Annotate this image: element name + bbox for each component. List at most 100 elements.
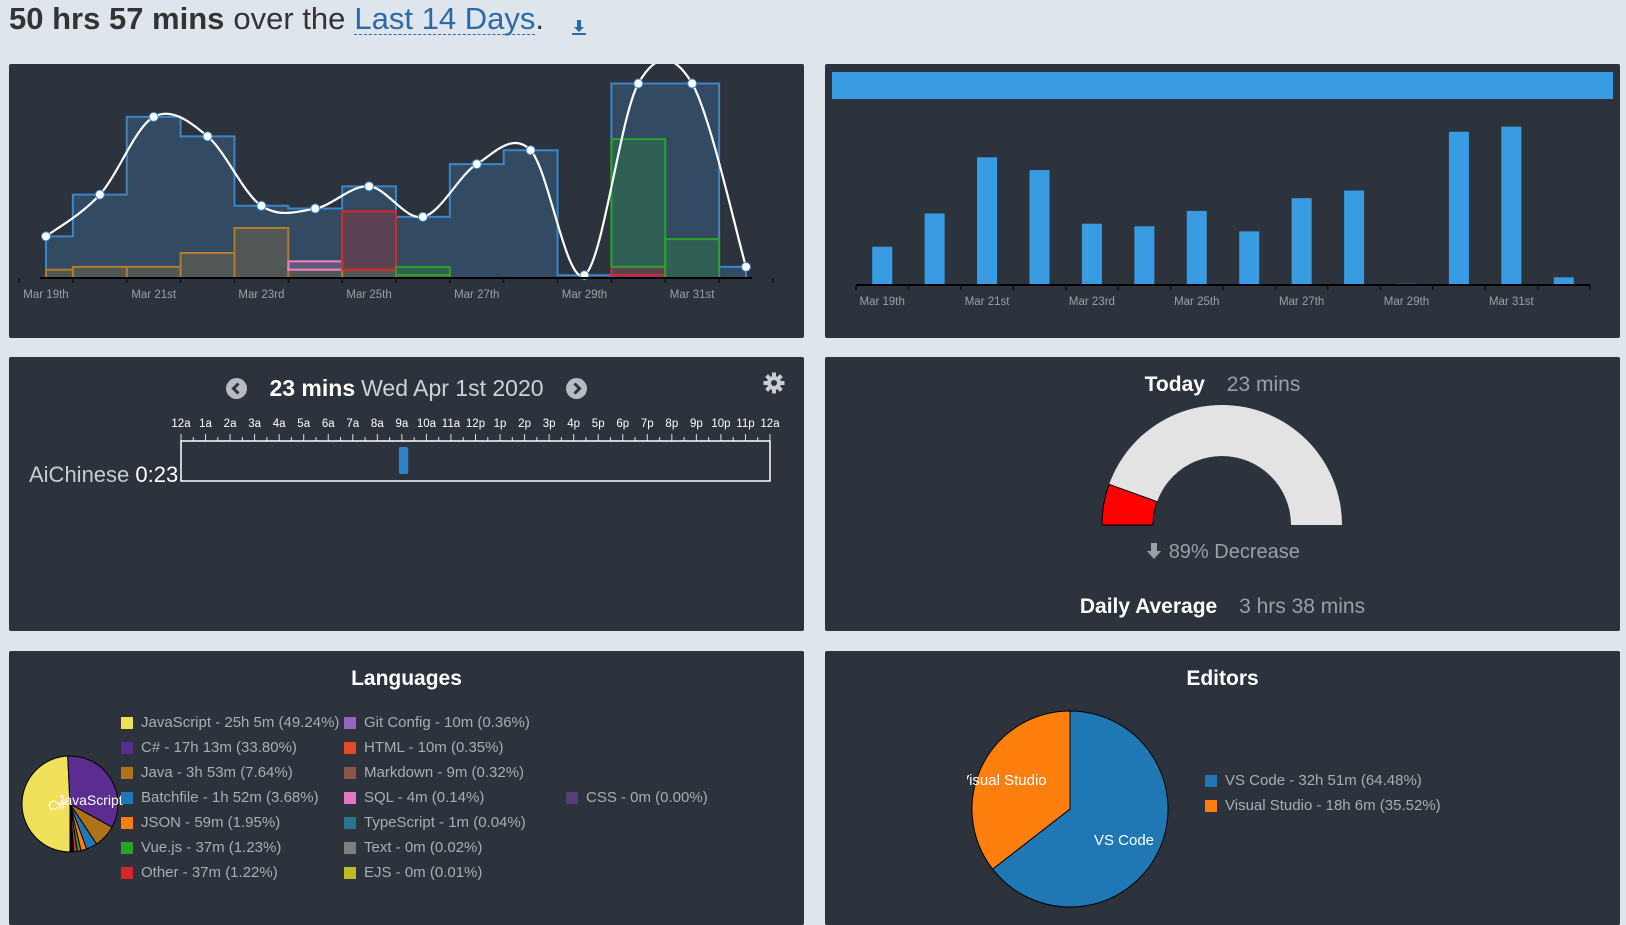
bar-mar-27th [1291,198,1312,285]
hour-label: 3p [543,418,556,430]
legend-label: Vue.js - 37m (1.23%) [141,839,282,856]
hour-label: 10a [417,418,437,430]
x-tick-label: Mar 23rd [238,289,284,301]
legend-item: JSON - 59m (1.95%) [121,810,339,835]
x-tick-label: Mar 21st [965,296,1011,308]
bar-mar-25th [1186,210,1207,285]
pie-label-vs-code: VS Code [1094,832,1154,849]
trend-point [525,145,536,156]
day-total: 23 mins [269,375,356,401]
legend-item: Text - 0m (0.02%) [344,835,530,860]
legend-swatch [121,791,133,804]
x-tick-label: Mar 31st [1489,296,1535,308]
hour-label: 8p [665,418,678,430]
languages-legend-col3: CSS - 0m (0.00%) [566,785,708,810]
trend-point [41,231,51,242]
pie-slice-visual-studio [971,710,1071,870]
bar-mar-28th [1344,190,1365,285]
x-tick-label: Mar 31st [670,289,716,301]
change-indicator: 89% Decrease [825,541,1620,564]
legend-label: HTML - 10m (0.35%) [364,739,504,756]
next-day-button[interactable] [565,378,587,399]
hour-label: 1p [494,418,507,430]
legend-swatch [121,741,133,754]
legend-swatch [344,866,356,879]
hour-label: 6a [322,418,335,430]
x-tick-label: Mar 27th [454,289,499,301]
legend-swatch [344,816,356,829]
today-panel: Today 23 mins 89% Decrease Daily Average… [825,357,1620,631]
x-tick-label: Mar 27th [1279,296,1324,308]
project-name: AiChinese [29,462,130,487]
legend-swatch [121,866,133,879]
daily-average-value: 3 hrs 38 mins [1239,595,1366,618]
hour-label: 2p [518,418,531,430]
legend-item: Java - 3h 53m (7.64%) [121,760,339,785]
gear-icon[interactable] [763,372,785,394]
today-gauge [1101,405,1342,526]
hour-label: 5a [297,418,310,430]
total-step-area [45,82,747,279]
legend-label: CSS - 0m (0.00%) [586,789,708,806]
prev-day-button[interactable] [226,378,248,399]
x-tick-label: Mar 19th [23,289,68,301]
legend-swatch [344,766,356,779]
day-timeline-chart: 12a 1a 2a 3a 4a 5a 6a 7a 8a 9a 10a 11a 12p 1p 2p 3p 4p 5p… [171,418,780,482]
header-middle-text: over the [233,1,346,36]
pie-slice-javascript [21,755,71,853]
bar-mar-30th [1448,131,1469,285]
bar-mar-23rd [1081,223,1102,285]
editors-pie[interactable]: VS Code Visual Studio [967,701,1187,921]
bar-mar-31st [1501,126,1522,286]
hour-label: 11p [736,418,754,430]
hour-label: 4a [273,418,286,430]
legend-label: Other - 37m (1.22%) [141,864,278,881]
trend-point [364,181,375,192]
legend-item: EJS - 0m (0.01%) [344,860,530,885]
day-date: Wed Apr 1st 2020 [361,375,544,401]
chevron-right-icon [572,382,582,395]
hour-label: 12a [171,418,191,430]
legend-swatch [344,791,356,804]
daily-bar-chart[interactable]: Mar 19th Mar 21st Mar 23rd Mar 25th Mar 27th… [825,64,1620,338]
legend-item: Visual Studio - 18h 6m (35.52%) [1205,793,1441,818]
legend-item: HTML - 10m (0.35%) [344,735,530,760]
series-bar-sql [287,260,344,271]
legend-item: TypeScript - 1m (0.04%) [344,810,530,835]
hour-label: 12p [466,418,485,430]
series-bar-java [45,268,74,280]
pie-label-javascript: JavaScript [57,792,122,808]
legend-item: C# - 17h 13m (33.80%) [121,735,339,760]
download-icon[interactable] [570,9,588,35]
legend-label: Text - 0m (0.02%) [364,839,483,856]
hour-label: 7a [346,418,359,430]
x-tick-label: Mar 25th [346,289,391,301]
languages-legend-col1: JavaScript - 25h 5m (49.24%) C# - 17h 13m… [121,710,339,885]
legend-swatch [1205,774,1217,787]
activity-chart[interactable]: Mar 19th Mar 21st Mar 23rd Mar 25th Mar 27th… [9,59,804,338]
trend-point [687,78,698,89]
chevron-left-icon [231,382,241,395]
project-time: 0:23 [135,462,179,487]
legend-label: Java - 3h 53m (7.64%) [141,764,293,781]
series-bar-java [71,265,128,279]
series-bar-other [610,265,667,277]
range-selector[interactable]: Last 14 Days [354,0,536,36]
legend-item: SQL - 4m (0.14%) [344,785,530,810]
legend-item: CSS - 0m (0.00%) [566,785,708,810]
hour-label: 12a [760,418,780,430]
trend-point [94,189,105,200]
daily-bar-chart-panel: Mar 19th Mar 21st Mar 23rd Mar 25th Mar 27th… [825,64,1620,338]
trend-point [202,131,213,142]
series-bar-java [125,265,182,279]
hour-label: 5p [592,418,605,430]
legend-item: Git Config - 10m (0.36%) [344,710,530,735]
legend-label: JavaScript - 25h 5m (49.24%) [141,714,340,731]
pie-label-csharp: C# [48,797,66,813]
bar-mar-24th [1134,226,1155,285]
series-bar-java [233,227,290,279]
day-timeline-panel: 23 mins Wed Apr 1st 2020 12a 1a 2a 3a 4a 5a 6a… [9,357,804,631]
legend-item: Markdown - 9m (0.32%) [344,760,530,785]
hour-label: 4p [567,418,580,430]
